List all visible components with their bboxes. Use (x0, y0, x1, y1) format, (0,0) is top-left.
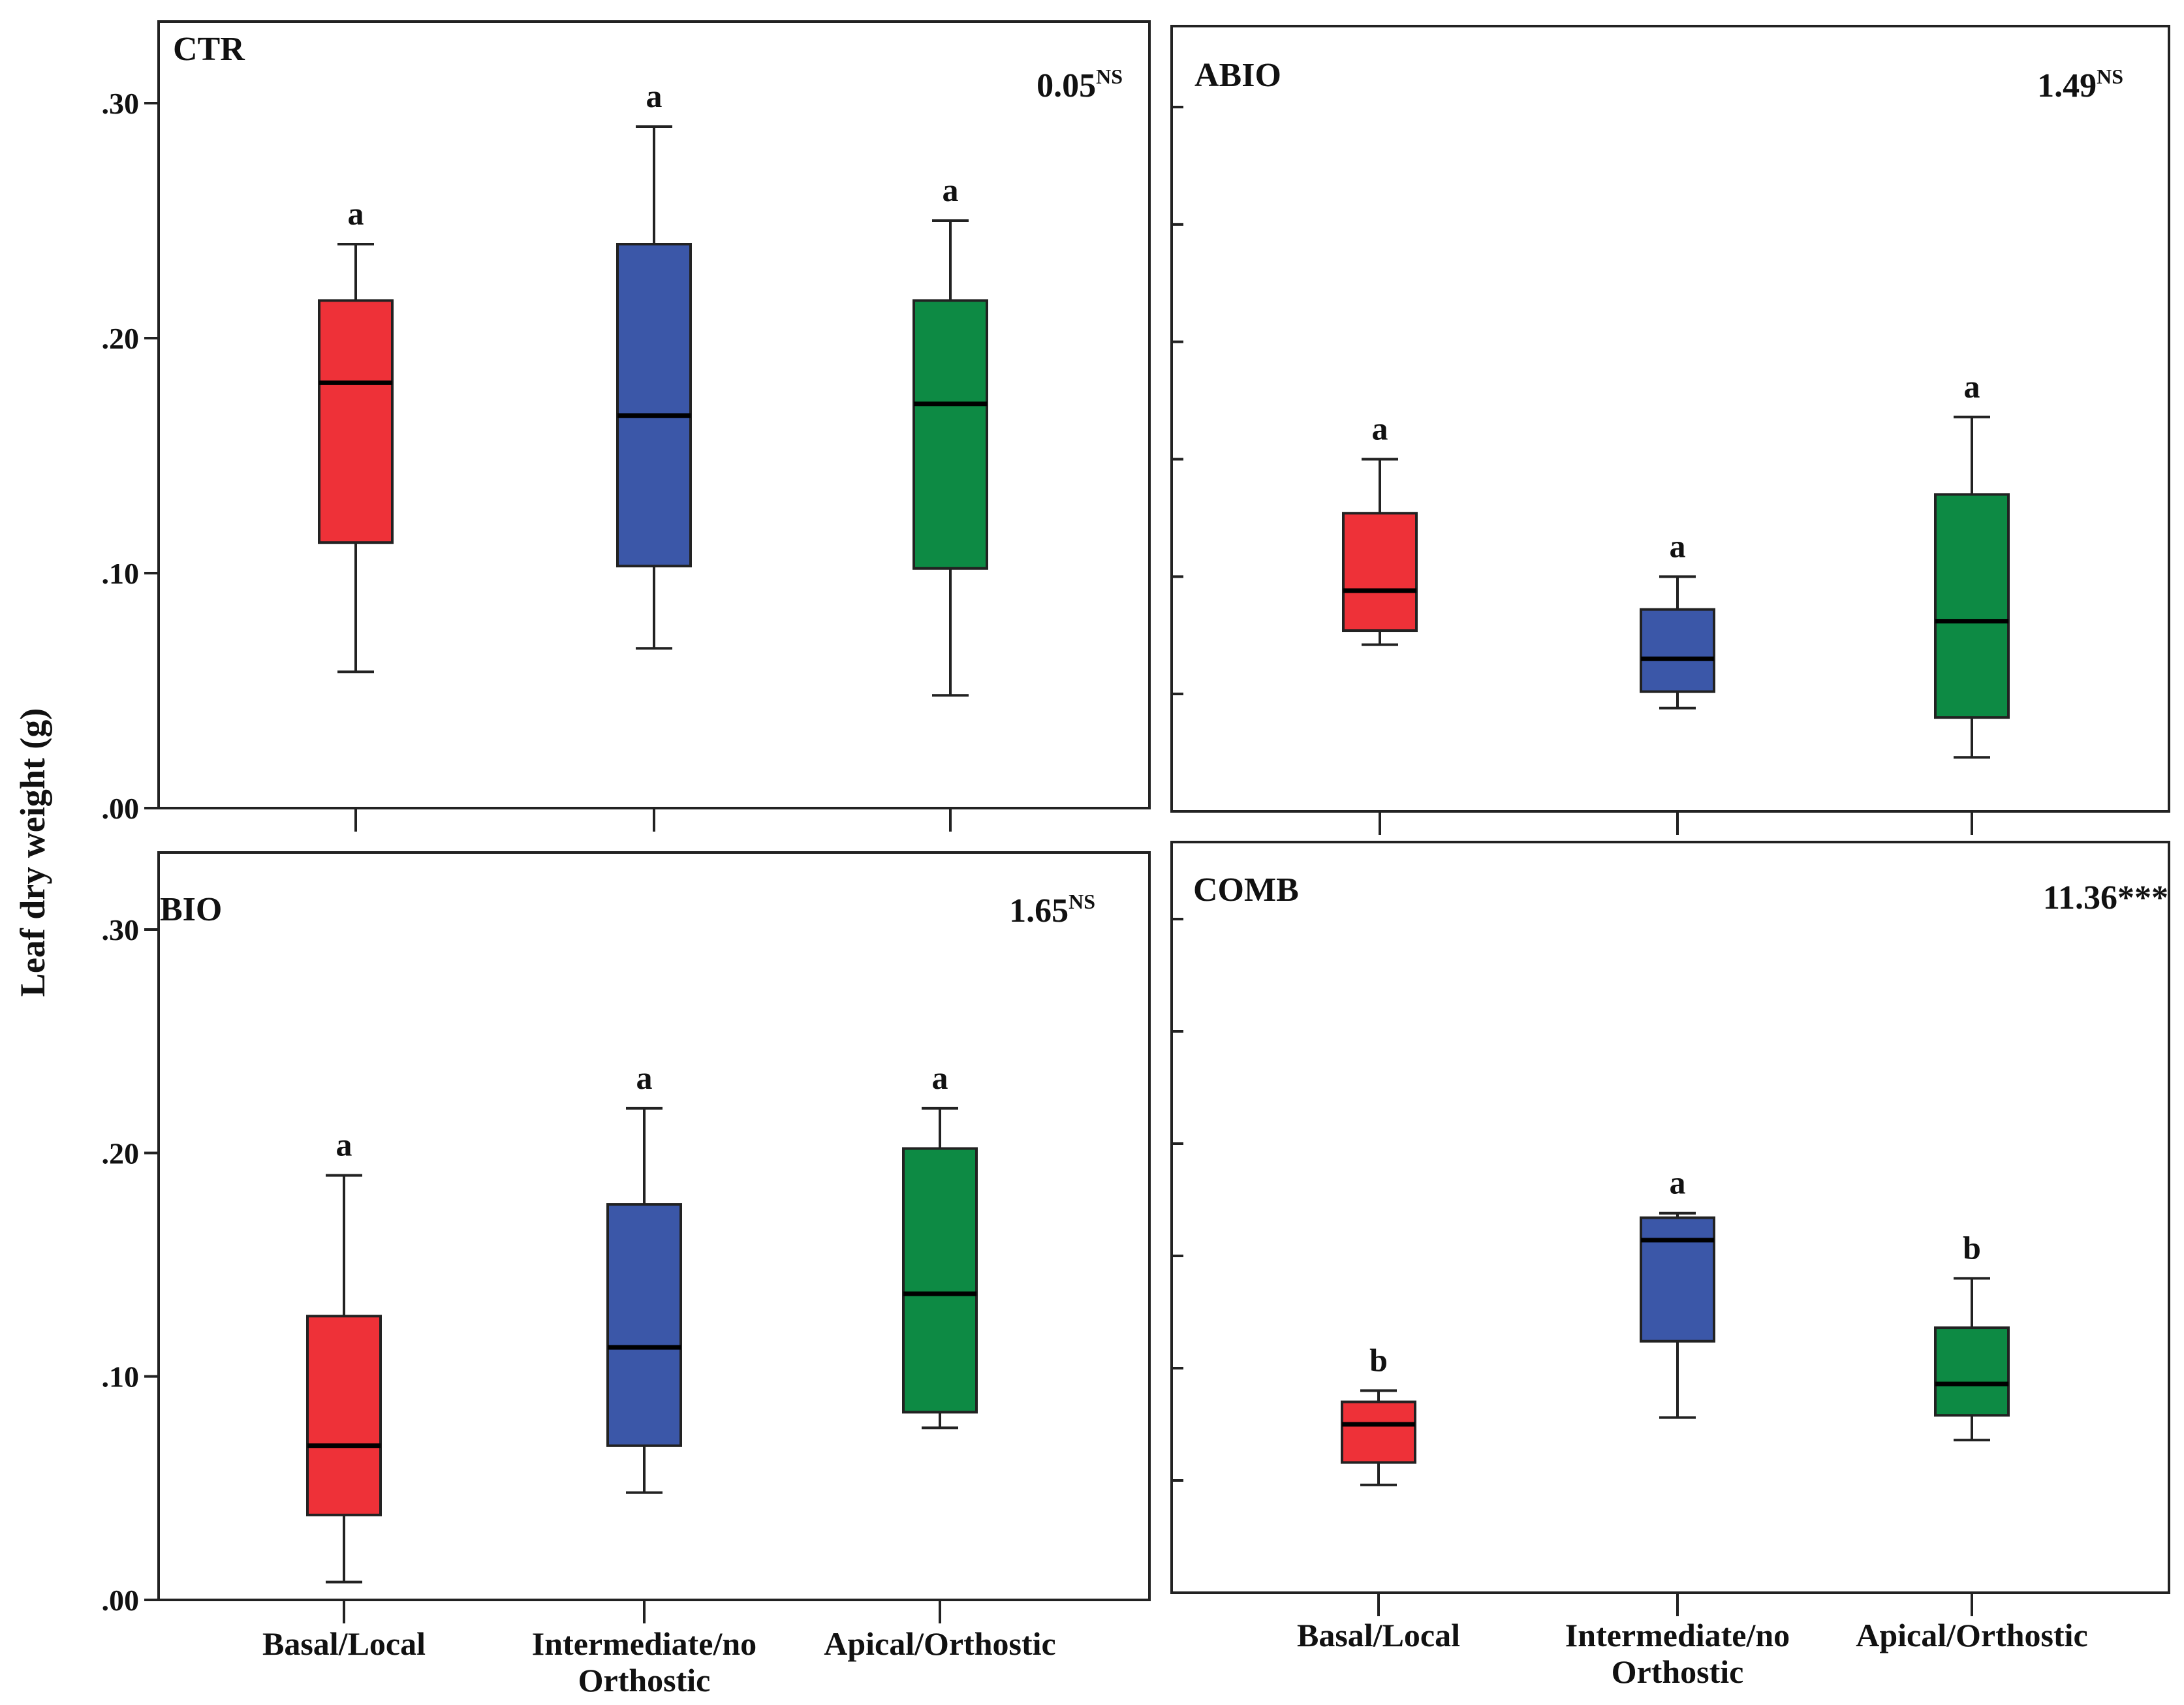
panel-stat: 0.05NS (1037, 65, 1123, 104)
iqr-box (902, 1147, 978, 1414)
box-apical: a (1934, 368, 2010, 759)
y-tick-label: .00 (102, 792, 140, 825)
box-intermediate: a (616, 78, 692, 650)
x-category-label: Apical/Orthostic (1856, 1617, 2088, 1653)
box-basal: b (1341, 1341, 1416, 1486)
panel-stat: 1.65NS (1009, 890, 1095, 930)
y-tick-label: .30 (102, 87, 140, 120)
iqr-box (306, 1315, 382, 1516)
significance-letter: a (1670, 527, 1686, 564)
iqr-box (318, 299, 394, 544)
iqr-box (1341, 1400, 1416, 1464)
x-category-label: Intermediate/no (1565, 1617, 1790, 1653)
significance-letter: a (636, 1059, 653, 1096)
panel-abio: ABIO 1.49NS a a a (1170, 25, 2170, 835)
significance-letter: a (336, 1127, 352, 1163)
significance-letter: a (348, 195, 364, 232)
panel-stat: 1.49NS (2037, 65, 2123, 104)
iqr-box (1934, 1326, 2010, 1417)
iqr-box (1640, 1216, 1715, 1343)
panel-title: CTR (173, 31, 245, 68)
box-apical: a (913, 172, 988, 697)
y-tick-label: .20 (102, 1136, 140, 1170)
box-basal: a (318, 195, 394, 674)
box-intermediate: a (606, 1059, 682, 1494)
panel-frame (1170, 25, 2170, 813)
x-category-label: Apical/Orthostic (824, 1625, 1056, 1662)
panel-title: COMB (1193, 871, 1299, 909)
panel-title: ABIO (1194, 57, 1281, 94)
significance-letter: a (932, 1059, 948, 1096)
x-category-label: Basal/Local (262, 1625, 426, 1662)
y-tick-label: .10 (102, 557, 140, 590)
y-tick-label: .10 (102, 1360, 140, 1394)
iqr-box (913, 299, 988, 570)
iqr-box (1342, 512, 1418, 633)
significance-letter: a (943, 172, 959, 208)
panel-title: BIO (160, 891, 222, 928)
iqr-box (1640, 608, 1715, 693)
y-tick-label: .20 (102, 322, 140, 355)
panel-bio: .00 .10 .20 .30 BIO 1.65NS a a a Basal/Local Inter… (102, 851, 1151, 1698)
box-basal: a (306, 1127, 382, 1584)
iqr-box (616, 243, 692, 568)
y-tick-label: .00 (102, 1584, 140, 1617)
box-apical: b (1934, 1229, 2010, 1442)
panel-stat: 11.36*** (2043, 879, 2168, 916)
significance-letter: a (646, 78, 663, 114)
box-apical: a (902, 1059, 978, 1430)
significance-letter: a (1670, 1165, 1686, 1201)
significance-letter: a (1964, 368, 1980, 405)
iqr-box (1934, 493, 2010, 719)
x-category-label-line2: Orthostic (578, 1662, 711, 1698)
iqr-box (606, 1203, 682, 1447)
significance-letter: b (1963, 1229, 1981, 1266)
y-axis-label: Leaf dry weight (g) (13, 708, 52, 997)
x-category-label: Basal/Local (1297, 1617, 1460, 1653)
significance-letter: a (1372, 411, 1388, 447)
box-intermediate: a (1640, 1165, 1715, 1419)
significance-letter: b (1369, 1341, 1388, 1378)
box-intermediate: a (1640, 527, 1715, 710)
box-basal: a (1342, 411, 1418, 646)
panel-comb: COMB 11.36*** b a b Basal/Local Intermediate/n… (1170, 841, 2170, 1690)
panel-ctr: .00 .10 .20 .30 CTR 0.05NS a a a (102, 20, 1151, 832)
x-category-label: Intermediate/no (532, 1625, 757, 1662)
x-category-label-line2: Orthostic (1612, 1653, 1744, 1690)
y-tick-label: .30 (102, 913, 140, 946)
